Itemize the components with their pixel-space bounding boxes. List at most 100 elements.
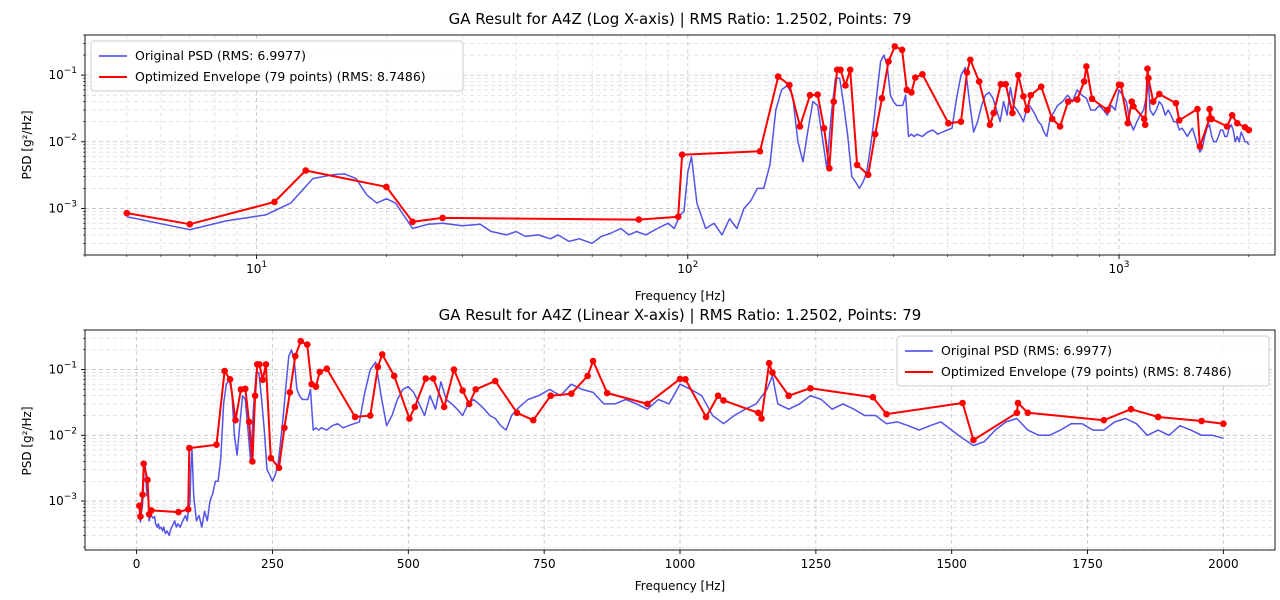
envelope-point [1220,420,1227,428]
envelope-point [1048,115,1056,123]
x-tick-label: 102 [677,260,698,276]
envelope-point [986,121,994,129]
envelope-point [123,209,131,217]
envelope-point [869,393,877,401]
envelope-point [678,151,686,158]
envelope-point [1020,93,1027,100]
envelope-point [1127,405,1135,413]
envelope-point [830,98,838,105]
envelope-point [144,476,151,484]
envelope-point [281,424,288,432]
envelope-point [378,351,386,358]
x-tick-label: 101 [246,260,267,276]
envelope-point [945,119,952,127]
envelope-point [1117,81,1125,89]
envelope-point [256,361,263,368]
envelope-point [147,507,155,514]
envelope-point [390,372,398,380]
envelope-point [439,214,446,222]
envelope-point [912,74,919,81]
envelope-point [1198,417,1205,425]
envelope-point [676,375,684,383]
x-tick-label: 1750 [1072,557,1103,571]
envelope-point [1009,109,1016,117]
envelope-point [919,70,926,78]
envelope-point [754,409,762,417]
plot-area [136,337,1227,537]
envelope-point [1013,409,1021,417]
envelope-point [262,361,270,368]
y-tick-label: 10−3 [48,492,77,508]
envelope-point [1194,105,1201,113]
legend-entry: Optimized Envelope (79 points) (RMS: 8.7… [135,69,426,84]
x-tick-label: 250 [261,557,284,571]
envelope-point [1037,83,1045,91]
envelope-point [1080,78,1088,85]
envelope-point [1228,111,1236,119]
envelope-point [756,147,764,155]
envelope-point [674,213,682,221]
envelope-point [465,400,473,408]
envelope-point [547,392,554,400]
envelope-point [430,375,437,382]
envelope-point [957,118,965,126]
log-panel-xlabel: Frequency [Hz] [635,289,726,303]
linear-panel-title: GA Result for A4Z (Linear X-axis) | RMS … [439,306,922,324]
envelope-point [184,505,192,513]
log-x-panel: GA Result for A4Z (Log X-axis) | RMS Rat… [20,10,1276,303]
envelope-point [589,357,597,365]
y-tick-label: 10−2 [48,133,77,149]
envelope-point [1196,143,1204,150]
envelope-point [720,397,727,404]
envelope-point [440,403,448,411]
envelope-point [603,389,611,397]
envelope-point [846,66,854,74]
envelope-point [139,491,146,498]
envelope-point [374,363,382,371]
log-panel-title: GA Result for A4Z (Log X-axis) | RMS Rat… [449,10,912,28]
envelope-point [682,376,689,383]
envelope-point [249,458,256,465]
envelope-point [411,403,419,411]
y-tick-label: 10−1 [48,66,77,82]
envelope-point [785,392,792,400]
envelope-point [136,502,143,509]
x-tick-label: 500 [397,557,420,571]
envelope-point [1154,413,1162,421]
envelope-point [271,198,278,206]
envelope-point [807,384,814,392]
envelope-point [221,367,228,375]
envelope-point [291,352,299,360]
envelope-point [1073,96,1081,103]
envelope-point [1023,106,1031,114]
envelope-point [213,441,220,448]
envelope-point [885,58,892,65]
envelope-point [1104,106,1111,114]
envelope-point [644,400,651,408]
envelope-point [769,369,776,376]
envelope-point [232,416,239,424]
envelope-point [774,73,782,80]
envelope-point [406,415,413,422]
legend-entry: Original PSD (RMS: 6.9977) [135,48,306,63]
envelope-point [1176,116,1183,124]
envelope-point [450,366,458,373]
envelope-point [1144,65,1151,72]
legend-entry: Original PSD (RMS: 6.9977) [941,343,1112,358]
envelope-point [908,89,915,96]
envelope-point [1206,105,1213,113]
envelope-point [286,389,294,396]
plot-area [123,43,1253,245]
envelope-point [970,436,977,444]
log-panel-ylabel: PSD [g²/Hz] [20,110,34,179]
envelope-point [814,91,821,98]
envelope-point [316,368,324,376]
envelope-point [898,46,906,54]
envelope-point [267,454,275,462]
envelope-point [1130,103,1137,110]
envelope-point [758,415,765,422]
envelope-point [959,399,966,407]
envelope-point [883,410,890,418]
y-tick-label: 10−1 [48,361,77,377]
envelope-point [1064,98,1072,105]
